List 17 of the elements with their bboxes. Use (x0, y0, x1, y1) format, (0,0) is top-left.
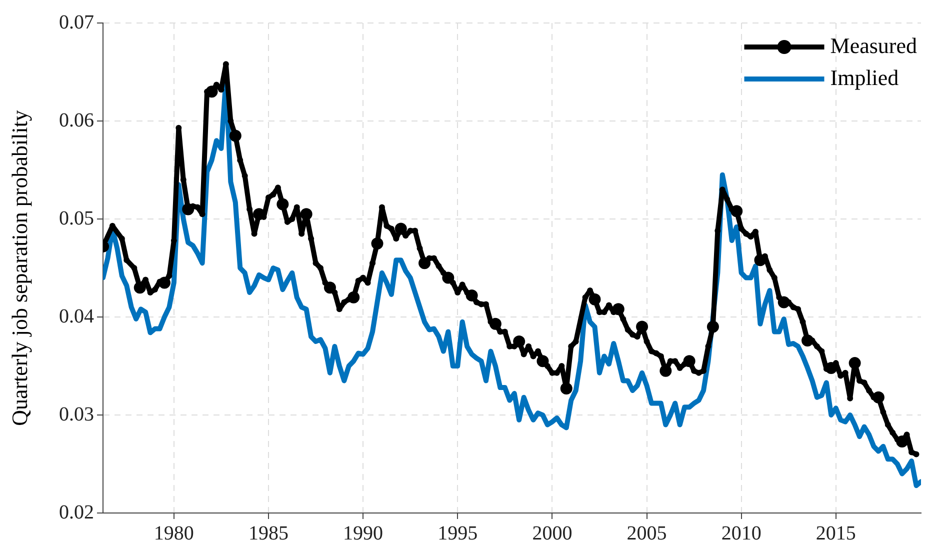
x-tick-label: 1985 (248, 522, 288, 544)
y-tick-label: 0.06 (59, 109, 94, 132)
legend-label: Measured (830, 32, 918, 58)
legend-label: Implied (830, 64, 899, 90)
x-tick-label: 2000 (532, 522, 572, 544)
y-tick-label: 0.05 (59, 207, 94, 230)
y-tick-label: 0.03 (59, 403, 94, 426)
x-tick-label: 1990 (343, 522, 384, 544)
x-tick-label: 1980 (154, 522, 194, 544)
x-tick-label: 1995 (438, 522, 478, 544)
y-tick-label: 0.04 (59, 305, 94, 328)
x-tick-label: 2010 (721, 522, 762, 544)
x-tick-label: 2005 (626, 522, 667, 544)
y-axis-title: Quarterly job separation probability (6, 110, 32, 426)
y-tick-label: 0.02 (59, 501, 94, 524)
x-tick-label: 2015 (816, 522, 856, 544)
y-tick-label: 0.07 (59, 11, 94, 34)
